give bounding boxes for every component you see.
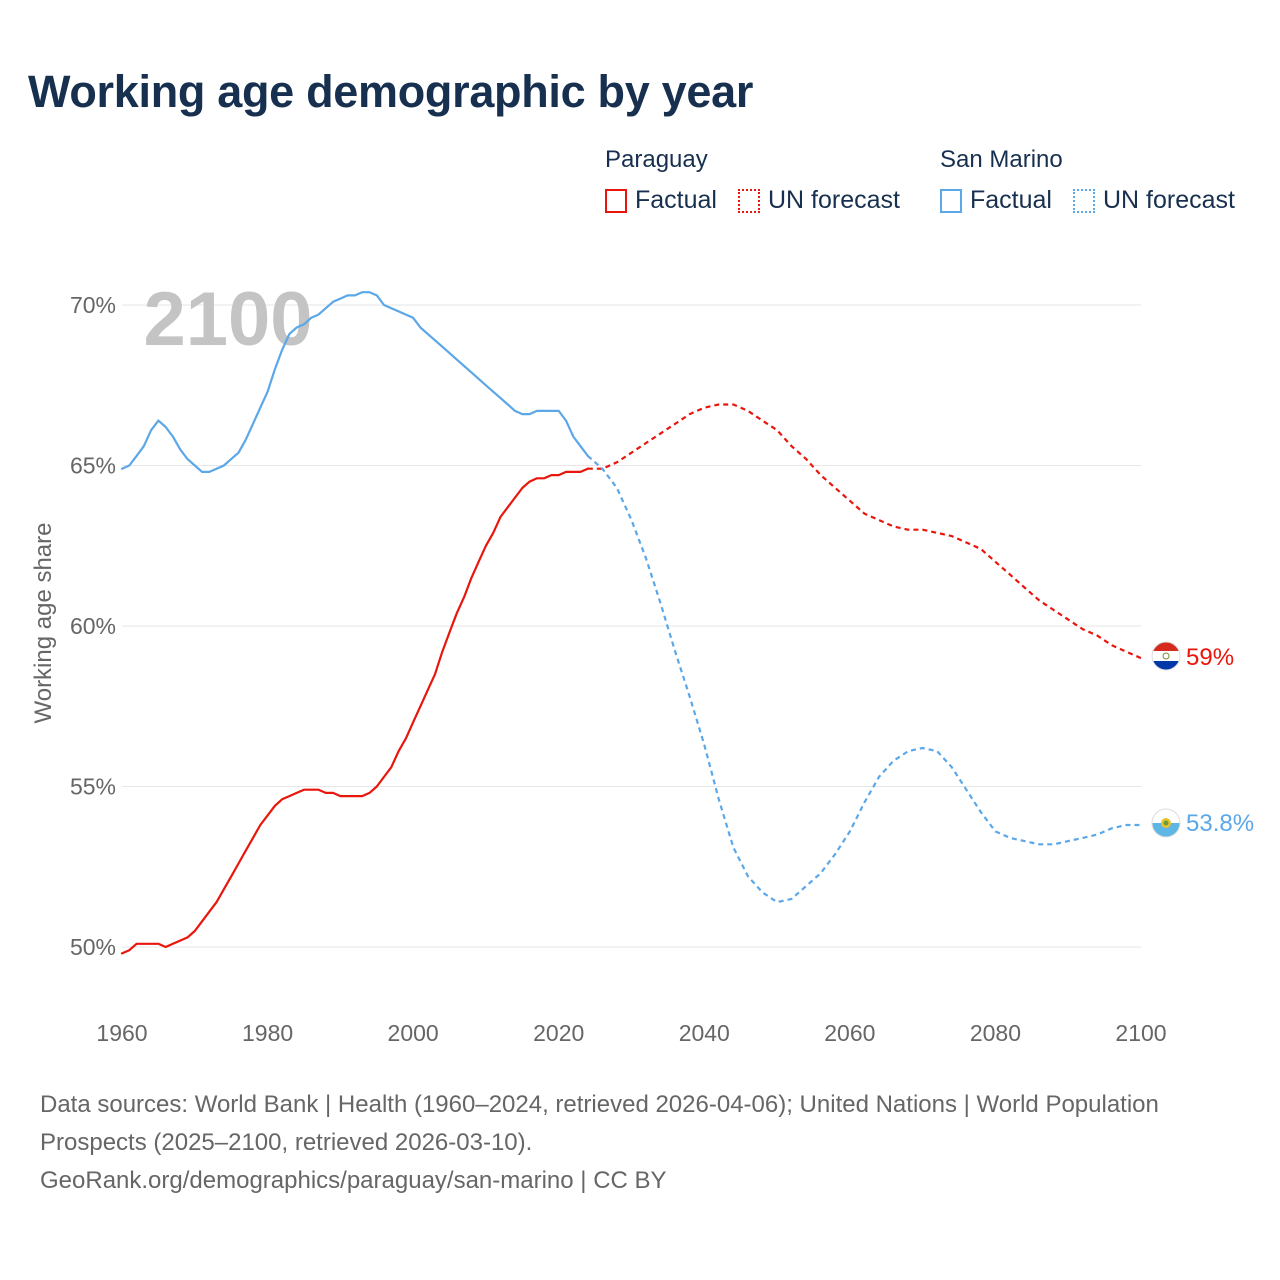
- paraguay-end-value-label: 59%: [1186, 644, 1234, 671]
- legend-swatch-paraguay-forecast: [738, 188, 760, 213]
- san-marino-flag-icon: [1151, 808, 1181, 838]
- x-tick-label: 1980: [242, 1020, 293, 1046]
- x-tick-label: 2080: [970, 1020, 1021, 1046]
- series-lines: [120, 291, 1142, 955]
- y-tick-label: 60%: [70, 613, 116, 639]
- x-axis-ticks: 1960 1980 2000 2020 2040 2060 2080 2100: [96, 1020, 1166, 1046]
- legend-group-san-marino: San Marino: [940, 146, 1063, 173]
- line-chart: 2100 50% 55% 60% 65% 70% 1960 1980 2000 2020 204…: [30, 277, 1254, 1046]
- legend-label: UN forecast: [768, 186, 900, 214]
- year-watermark: 2100: [143, 277, 312, 362]
- footer: Data sources: World Bank | Health (1960–…: [40, 1086, 1240, 1200]
- paraguay-flag-icon: [1151, 641, 1181, 671]
- y-tick-label: 70%: [70, 292, 116, 318]
- y-axis-ticks: 50% 55% 60% 65% 70%: [70, 292, 116, 960]
- y-tick-label: 55%: [70, 774, 116, 800]
- credit-link[interactable]: GeoRank.org/demographics/paraguay/san-ma…: [40, 1167, 667, 1194]
- san-marino-factual-line: [120, 291, 589, 473]
- san-marino-end-value-label: 53.8%: [1186, 810, 1254, 837]
- x-tick-label: 2020: [533, 1020, 584, 1046]
- legend-group-paraguay: Paraguay: [605, 146, 708, 173]
- x-tick-label: 1960: [96, 1020, 147, 1046]
- y-tick-label: 65%: [70, 453, 116, 479]
- legend-san-marino-forecast[interactable]: UN forecast: [1073, 186, 1235, 215]
- legend-label: Factual: [635, 186, 717, 214]
- y-tick-label: 50%: [70, 934, 116, 960]
- legend-swatch-paraguay-factual: [605, 188, 627, 213]
- x-tick-label: 2060: [824, 1020, 875, 1046]
- x-tick-label: 2100: [1115, 1020, 1166, 1046]
- legend-label: Factual: [970, 186, 1052, 214]
- san-marino-forecast-line: [587, 455, 1141, 904]
- legend-paraguay-forecast[interactable]: UN forecast: [738, 186, 900, 215]
- legend-label: UN forecast: [1103, 186, 1235, 214]
- chart-title: Working age demographic by year: [28, 66, 754, 117]
- legend-swatch-san-marino-forecast: [1073, 188, 1095, 213]
- paraguay-factual-line: [120, 467, 589, 955]
- grid-lines: [122, 304, 1141, 948]
- legend-paraguay-factual[interactable]: Factual: [605, 186, 717, 215]
- x-tick-label: 2040: [679, 1020, 730, 1046]
- x-tick-label: 2000: [388, 1020, 439, 1046]
- legend-swatch-san-marino-factual: [940, 188, 962, 213]
- paraguay-forecast-line: [587, 403, 1142, 660]
- data-sources-text: Data sources: World Bank | Health (1960–…: [40, 1091, 1159, 1156]
- legend-san-marino-factual[interactable]: Factual: [940, 186, 1052, 215]
- y-axis-label: Working age share: [30, 523, 57, 724]
